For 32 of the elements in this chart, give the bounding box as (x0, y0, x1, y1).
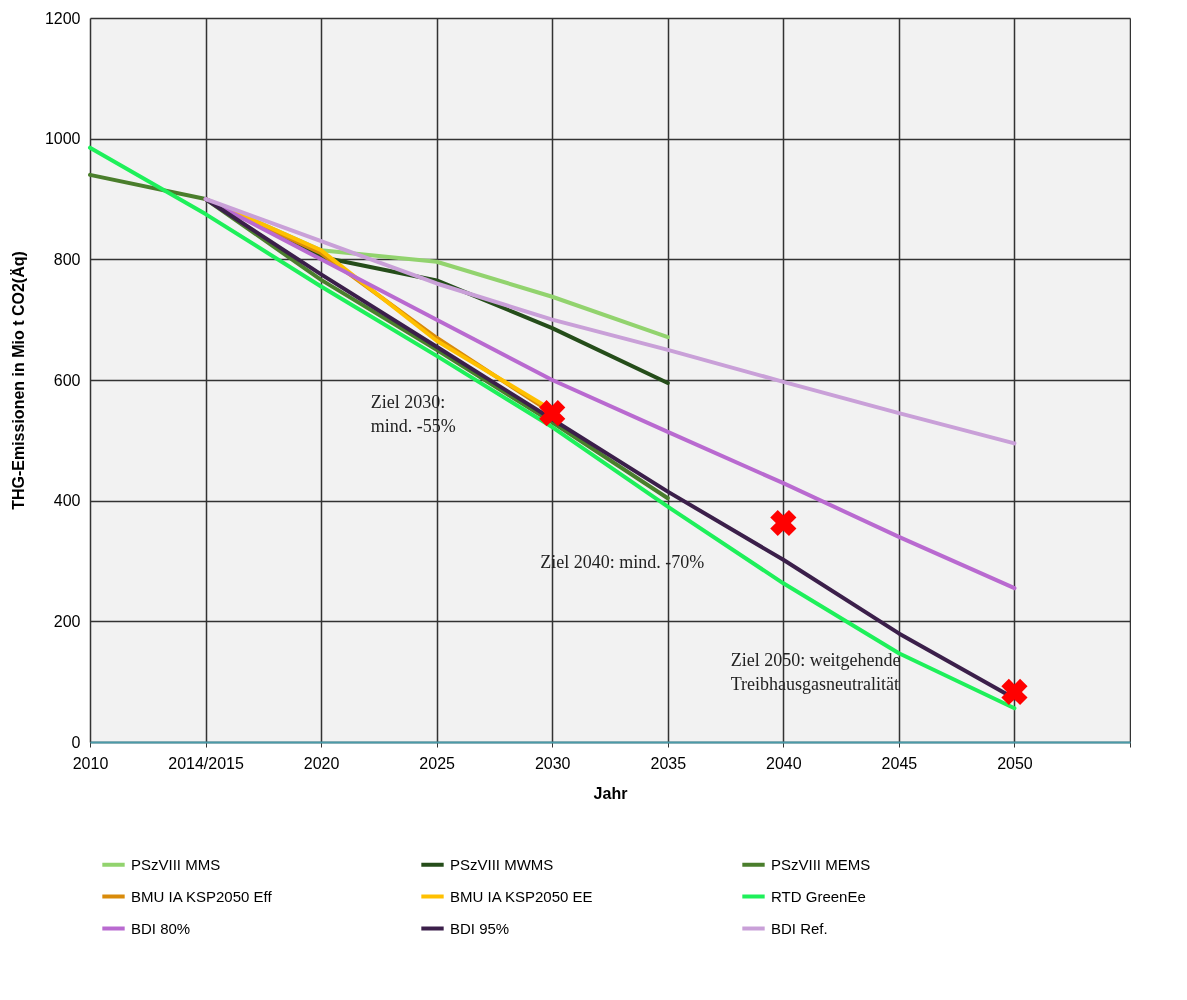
y-tick-label: 0 (71, 733, 81, 751)
y-tick-label: 1200 (44, 9, 81, 27)
x-tick-label: 2010 (72, 754, 109, 772)
x-tick-label: 2045 (881, 754, 918, 772)
legend-label: BDI 95% (450, 919, 510, 937)
legend-label: PSzVIII MEMS (771, 855, 871, 873)
y-axis-title: THG-Emissionen in Mio t CO2(Äq) (9, 251, 27, 510)
legend-label: PSzVIII MMS (131, 855, 221, 873)
x-tick-label: 2050 (997, 754, 1033, 772)
x-tick-label: 2040 (766, 754, 802, 772)
y-tick-label: 800 (53, 250, 81, 268)
x-tick-label: 2020 (303, 754, 340, 772)
x-tick-label: 2030 (534, 754, 571, 772)
y-tick-label: 200 (53, 612, 81, 630)
point (770, 509, 797, 537)
legend-label: RTD GreenEe (771, 887, 866, 905)
legend-label: BMU IA KSP2050 Eff (131, 887, 273, 905)
point (1001, 678, 1028, 706)
x-tick-label: 2035 (650, 754, 687, 772)
y-tick-label: 600 (53, 371, 81, 389)
legend-label: BMU IA KSP2050 EE (450, 887, 593, 905)
legend-label: BDI 80% (131, 919, 191, 937)
y-tick-label: 400 (53, 492, 81, 510)
x-tick-label: 2014/2015 (168, 754, 244, 772)
x-tick-label: 2025 (419, 754, 456, 772)
line-series (203, 197, 1017, 446)
point (539, 400, 566, 427)
y-tick-label: 1000 (44, 130, 81, 148)
line-series (88, 145, 1017, 711)
legend-label: BDI Ref. (771, 919, 828, 937)
legend-label: PSzVIII MWMS (450, 855, 554, 873)
x-axis-title: Jahr (593, 784, 628, 802)
